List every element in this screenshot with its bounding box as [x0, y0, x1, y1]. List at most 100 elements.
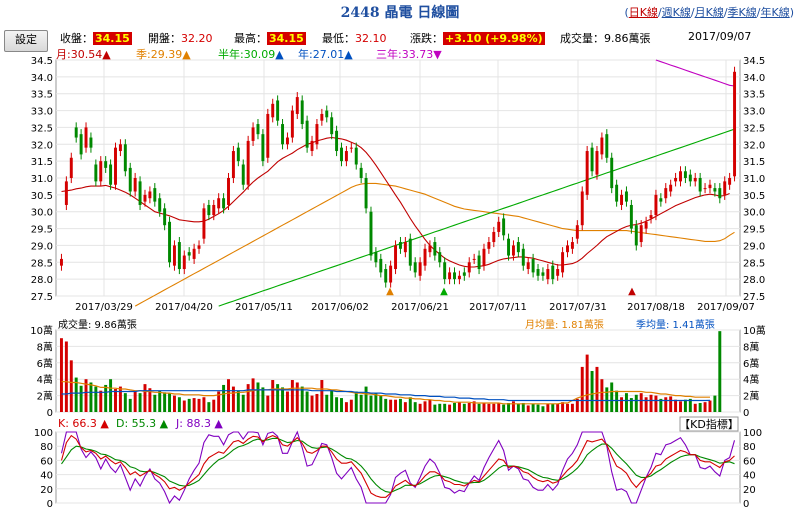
volume-bar: [197, 398, 201, 412]
volume-bar: [438, 403, 442, 412]
candle-body: [349, 147, 353, 149]
date-label: 2017/08/18: [627, 302, 685, 313]
volume-bar: [492, 403, 496, 412]
candle-body: [168, 221, 172, 263]
price-tick-left: 32.5: [31, 123, 53, 134]
volume-bar: [89, 382, 93, 412]
ma-three-year-line: [655, 59, 735, 87]
price-tick-left: 30.5: [31, 191, 53, 202]
candle-body: [295, 97, 299, 114]
candle-body: [89, 137, 93, 148]
volume-bar: [551, 403, 555, 412]
price-tick-left: 31.5: [31, 157, 53, 168]
kd-j-legend: J: 88.3 ▲: [175, 417, 223, 430]
volume-bar: [708, 400, 712, 412]
volume-bar: [310, 395, 314, 412]
kd-k-legend: K: 66.3 ▲: [58, 417, 109, 430]
volume-bar: [59, 338, 63, 412]
volume-bar: [379, 395, 383, 412]
volume-bar: [320, 380, 324, 412]
volume-bar: [187, 398, 191, 412]
volume-bar: [369, 395, 373, 412]
candle-body: [236, 147, 240, 162]
volume-bar: [384, 398, 388, 412]
candle-body: [359, 167, 363, 178]
volume-legend: 成交量: 9.86萬張: [58, 318, 137, 331]
candle-body: [325, 110, 329, 118]
volume-bar: [182, 400, 186, 412]
candle-body: [536, 269, 540, 276]
candle-body: [453, 272, 456, 280]
link-monthly[interactable]: 月K線: [694, 6, 724, 19]
link-yearly[interactable]: 年K線: [760, 6, 790, 19]
candle-body: [580, 191, 584, 226]
volume-bar: [163, 392, 167, 412]
date-label: 2017/06/21: [391, 302, 449, 313]
candle-body: [492, 231, 496, 243]
kd-tick-left: 100: [34, 428, 53, 439]
candle-body: [693, 178, 697, 182]
candle-body: [507, 238, 511, 256]
low-quote: 最低：32.10: [322, 32, 387, 45]
candle-body: [335, 130, 339, 152]
volume-bar: [526, 405, 530, 412]
volume-bar: [335, 397, 339, 412]
candle-body: [177, 242, 181, 270]
volume-bar: [556, 403, 560, 412]
price-tick-left: 33.5: [31, 90, 53, 101]
volume-bar: [644, 397, 648, 412]
price-tick-right: 34.0: [743, 73, 765, 84]
link-daily[interactable]: 日K線: [628, 6, 658, 19]
candle-body: [276, 100, 280, 121]
candle-body: [590, 147, 594, 172]
volume-bar: [541, 406, 545, 412]
candle-body: [624, 191, 628, 202]
candle-body: [423, 248, 427, 266]
candle-body: [266, 113, 270, 158]
volume-bar: [374, 393, 378, 412]
candle-body: [629, 204, 633, 229]
candle-body: [615, 184, 619, 202]
volume-bar: [128, 398, 132, 412]
volume-bar: [222, 384, 226, 412]
volume-bar: [595, 366, 599, 412]
price-tick-left: 34.0: [31, 73, 53, 84]
volume-bar: [295, 382, 299, 412]
ma-half-label: 半年:30.09▲: [218, 48, 284, 61]
candle-body: [639, 225, 643, 243]
volume-bar: [123, 393, 127, 412]
volume-bar: [408, 397, 412, 412]
candle-body: [688, 174, 692, 182]
kd-indicator-label: 【KD指標】: [679, 417, 739, 431]
volume-bar: [236, 390, 240, 412]
volume-bar: [398, 398, 402, 412]
candle-body: [281, 124, 285, 145]
link-weekly[interactable]: 週K線: [661, 6, 691, 19]
candle-body: [472, 258, 476, 260]
candle-body: [256, 124, 260, 135]
volume-bar: [654, 395, 658, 412]
candle-body: [320, 113, 324, 121]
volume-month-avg-legend: 月均量: 1.81萬張: [525, 318, 604, 331]
price-tick-left: 29.5: [31, 225, 53, 236]
candle-body: [556, 269, 560, 276]
price-tick-right: 31.0: [743, 174, 765, 185]
settings-button[interactable]: 設定: [4, 30, 48, 52]
volume-bar: [423, 401, 427, 412]
volume-bar: [585, 354, 589, 412]
volume-bar: [344, 402, 348, 412]
link-quarterly[interactable]: 季K線: [727, 6, 757, 19]
candle-body: [192, 248, 196, 259]
candle-body: [728, 178, 732, 185]
candle-body: [674, 178, 678, 182]
date-label: 2017/09/07: [697, 302, 755, 313]
volume-bar: [448, 404, 452, 412]
candle-body: [433, 242, 437, 256]
candle-body: [418, 262, 422, 276]
candle-body: [654, 194, 658, 216]
candle-body: [123, 144, 127, 172]
candle-body: [600, 137, 604, 155]
volume-bar: [340, 398, 343, 412]
volume-bar: [516, 403, 520, 412]
date-label: 2017/07/31: [549, 302, 607, 313]
